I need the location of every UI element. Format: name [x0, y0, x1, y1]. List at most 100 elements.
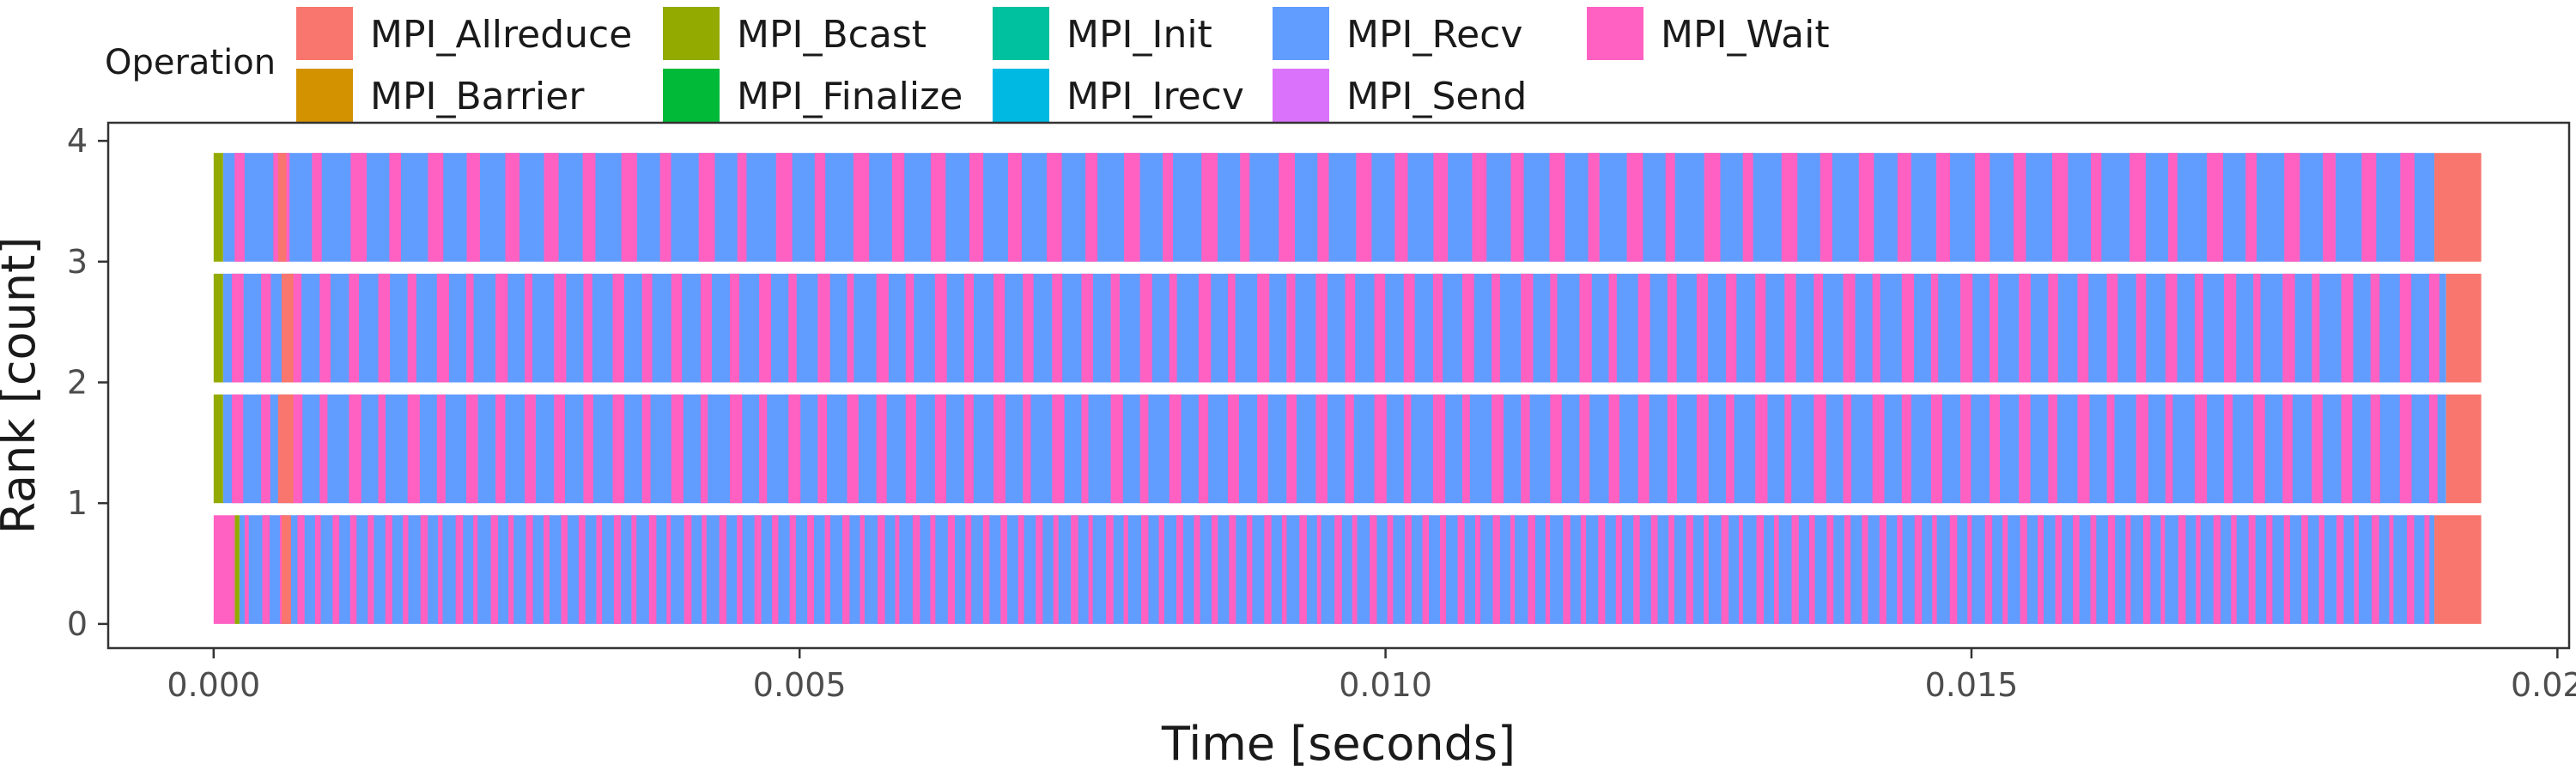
segment-mpi-wait	[1814, 394, 1826, 504]
segment-mpi-wait	[631, 515, 637, 624]
segment-mpi-wait	[1317, 153, 1329, 262]
segment-mpi-wait	[1053, 515, 1059, 624]
segment-mpi-wait	[2424, 515, 2430, 624]
segment-mpi-wait	[582, 153, 596, 262]
segment-mpi-wait	[700, 273, 712, 383]
segment-mpi-wait	[314, 515, 321, 624]
segment-mpi-wait	[648, 515, 657, 624]
legend-item-mpi-bcast: MPI_Bcast	[663, 7, 927, 60]
legend-label: MPI_Recv	[1346, 13, 1522, 57]
segment-mpi-wait	[378, 394, 386, 504]
segment-mpi-wait	[788, 394, 801, 504]
segment-mpi-wait	[1550, 273, 1558, 383]
segment-mpi-wait	[1085, 153, 1098, 262]
segment-mpi-bcast	[213, 394, 223, 504]
segment-mpi-wait	[947, 515, 956, 624]
segment-mpi-recv	[222, 273, 2446, 383]
segment-mpi-wait	[1315, 394, 1327, 504]
segment-mpi-wait	[1967, 515, 1972, 624]
segment-mpi-wait	[2224, 394, 2233, 504]
segment-mpi-allreduce	[281, 515, 291, 624]
segment-mpi-wait	[1023, 273, 1034, 383]
segment-mpi-wait	[2318, 515, 2325, 624]
segment-mpi-wait	[385, 515, 392, 624]
segment-mpi-wait	[2213, 515, 2221, 624]
plot-area	[106, 121, 2571, 650]
segment-mpi-wait	[912, 515, 920, 624]
segment-mpi-wait	[1403, 273, 1415, 383]
segment-mpi-wait	[544, 153, 559, 262]
segment-mpi-wait	[1615, 515, 1622, 624]
legend-item-mpi-barrier: MPI_Barrier	[296, 69, 585, 122]
segment-mpi-wait	[2019, 273, 2031, 383]
segment-mpi-wait	[1704, 153, 1721, 262]
segment-mpi-wait	[860, 515, 865, 624]
segment-mpi-wait	[934, 394, 947, 504]
segment-mpi-wait	[1394, 153, 1408, 262]
legend-swatch	[993, 69, 1049, 122]
segment-mpi-wait	[2077, 273, 2089, 383]
rank-bar-2	[213, 273, 2482, 383]
segment-mpi-wait	[465, 394, 478, 504]
segment-mpi-wait	[905, 394, 916, 504]
segment-mpi-wait	[2178, 515, 2186, 624]
segment-mpi-wait	[1228, 394, 1239, 504]
segment-mpi-wait	[583, 394, 593, 504]
x-axis: 0.000 0.005 0.010 0.015 0.020	[167, 648, 2576, 704]
segment-mpi-wait	[1228, 273, 1236, 383]
segment-mpi-wait	[473, 515, 478, 624]
segment-mpi-wait	[1549, 153, 1565, 262]
segment-mpi-wait	[554, 394, 566, 504]
legend-item-mpi-recv: MPI_Recv	[1273, 7, 1522, 60]
segment-mpi-wait	[700, 394, 708, 504]
segment-mpi-wait	[1081, 394, 1089, 504]
segment-mpi-wait	[2013, 153, 2026, 262]
segment-mpi-wait	[2224, 273, 2237, 383]
segment-mpi-wait	[1726, 394, 1735, 504]
segment-mpi-wait	[368, 515, 374, 624]
segment-mpi-wait	[544, 515, 550, 624]
segment-mpi-wait	[759, 394, 768, 504]
segment-mpi-allreduce	[281, 273, 294, 383]
legend-item-mpi-finalize: MPI_Finalize	[663, 69, 963, 122]
segment-mpi-wait	[428, 153, 444, 262]
segment-mpi-wait	[1791, 515, 1799, 624]
segment-mpi-wait	[231, 273, 244, 383]
segment-mpi-wait	[1257, 394, 1268, 504]
segment-mpi-wait	[2055, 515, 2063, 624]
segment-mpi-wait	[1176, 515, 1183, 624]
segment-mpi-wait	[963, 273, 975, 383]
legend-label: MPI_Allreduce	[370, 13, 632, 57]
segment-mpi-wait	[349, 273, 360, 383]
segment-mpi-wait	[407, 394, 420, 504]
segment-mpi-wait	[350, 153, 368, 262]
segment-mpi-wait	[525, 394, 536, 504]
segment-mpi-wait	[231, 394, 244, 504]
segment-mpi-wait	[1194, 515, 1200, 624]
segment-mpi-wait	[1316, 515, 1321, 624]
segment-mpi-wait	[319, 394, 328, 504]
segment-mpi-wait	[2019, 394, 2031, 504]
segment-mpi-wait	[1637, 394, 1649, 504]
segment-mpi-wait	[1169, 394, 1182, 504]
segment-mpi-wait	[1626, 153, 1643, 262]
segment-mpi-wait	[1984, 515, 1993, 624]
segment-mpi-wait	[1257, 273, 1270, 383]
segment-mpi-wait	[2341, 394, 2353, 504]
segment-mpi-wait	[2107, 515, 2116, 624]
segment-mpi-wait	[1158, 515, 1164, 624]
x-axis-title: Time [seconds]	[1161, 717, 1516, 771]
segment-mpi-wait	[2312, 394, 2324, 504]
segment-mpi-wait	[2312, 273, 2320, 383]
segment-mpi-wait	[1872, 394, 1885, 504]
segment-mpi-wait	[1000, 515, 1007, 624]
segment-mpi-wait	[2245, 153, 2257, 262]
legend-item-mpi-wait: MPI_Wait	[1587, 7, 1830, 60]
segment-mpi-wait	[2372, 515, 2379, 624]
segment-mpi-wait	[930, 515, 936, 624]
segment-mpi-wait	[1315, 273, 1327, 383]
legend-swatch	[296, 7, 353, 60]
legend-item-mpi-init: MPI_Init	[993, 7, 1212, 60]
segment-mpi-wait	[1405, 515, 1412, 624]
segment-mpi-allreduce	[277, 394, 294, 504]
